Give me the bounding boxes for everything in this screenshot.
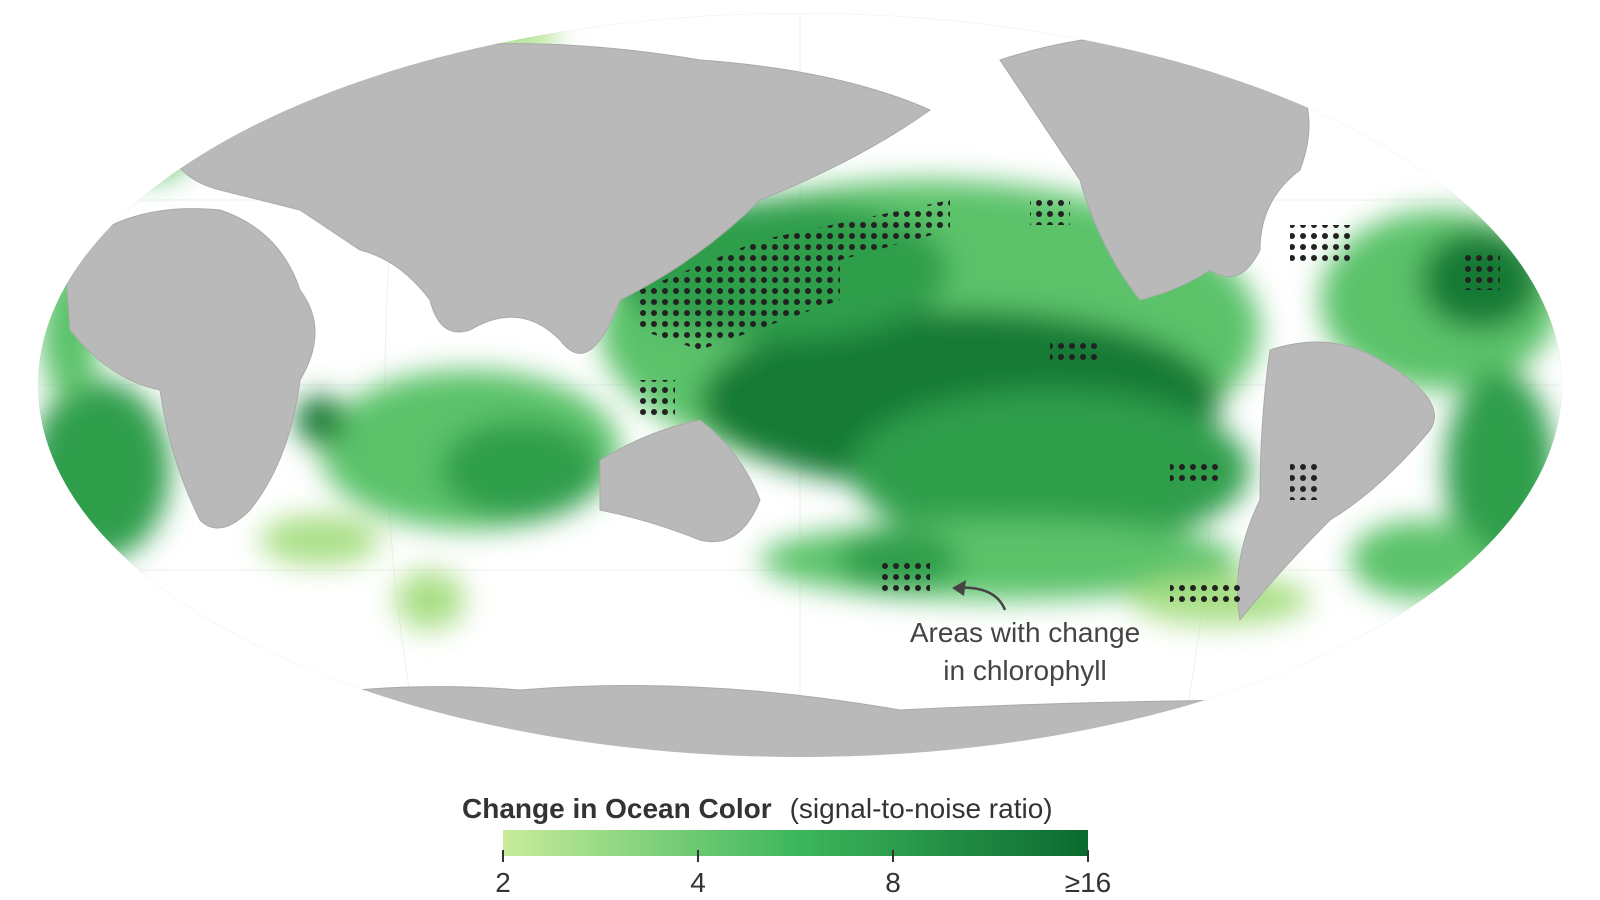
- legend-subtitle: (signal-to-noise ratio): [790, 793, 1053, 824]
- annotation-text: in chlorophyll: [943, 655, 1106, 686]
- eurasia: [169, 43, 932, 354]
- world-map: [38, 13, 1562, 757]
- annotation-arrowhead: [952, 580, 966, 596]
- annotation-text: Areas with change: [910, 617, 1140, 648]
- legend-title: Change in Ocean Color: [462, 793, 772, 824]
- tick-label: 2: [495, 867, 511, 898]
- tick-label: ≥16: [1065, 867, 1112, 898]
- colorbar: [503, 830, 1088, 856]
- tick-label: 4: [690, 867, 706, 898]
- tick-label: 8: [885, 867, 901, 898]
- annotation: Areas with change in chlorophyll: [910, 580, 1140, 686]
- australia: [599, 419, 761, 543]
- south-america: [1237, 341, 1435, 622]
- africa: [64, 208, 316, 529]
- legend: Change in Ocean Color (signal-to-noise ra…: [462, 793, 1111, 898]
- legend-title-line: Change in Ocean Color (signal-to-noise ra…: [462, 793, 1053, 824]
- significance-dots: [125, 135, 1500, 605]
